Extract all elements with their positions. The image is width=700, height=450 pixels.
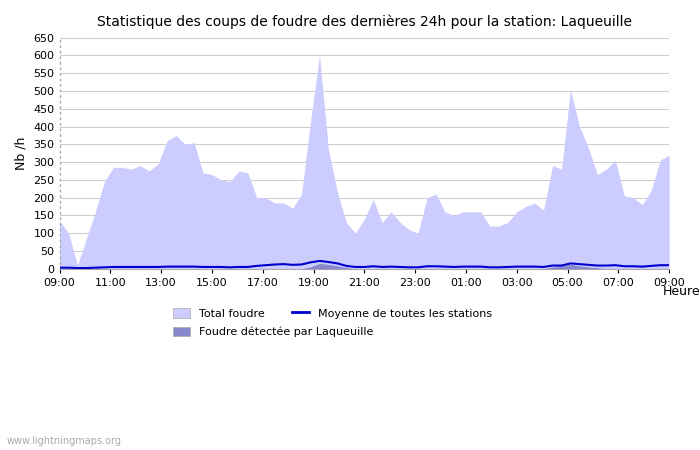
Y-axis label: Nb /h: Nb /h [15, 136, 28, 170]
Legend: Foudre détectée par Laqueuille: Foudre détectée par Laqueuille [169, 322, 377, 342]
Title: Statistique des coups de foudre des dernières 24h pour la station: Laqueuille: Statistique des coups de foudre des dern… [97, 15, 632, 30]
Text: www.lightningmaps.org: www.lightningmaps.org [7, 436, 122, 446]
X-axis label: Heure: Heure [662, 285, 700, 298]
